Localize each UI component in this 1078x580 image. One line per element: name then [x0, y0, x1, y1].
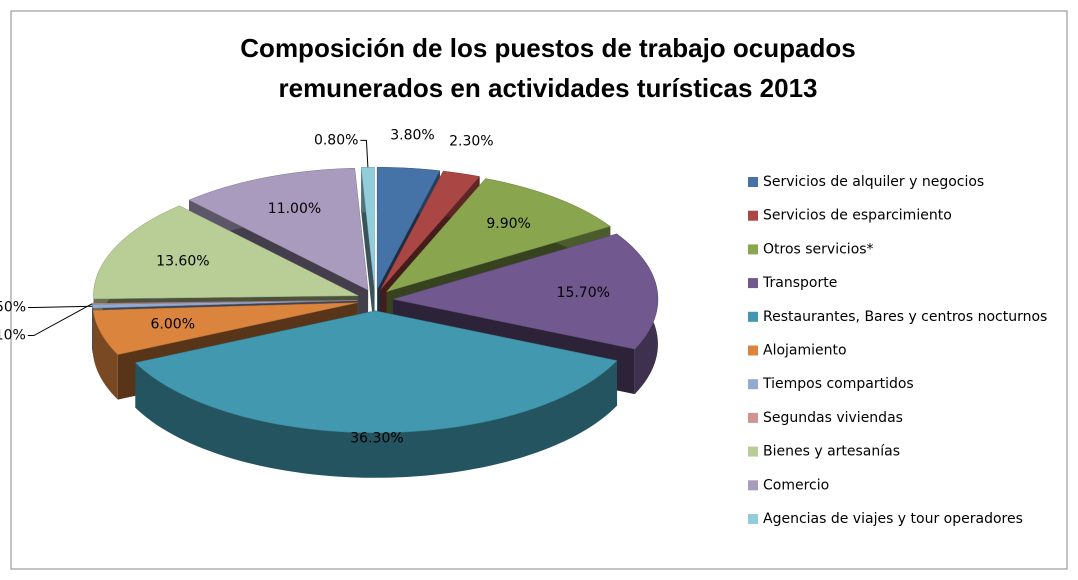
data-label: 0.80% [314, 132, 358, 148]
data-label: 11.00% [268, 201, 321, 217]
slice [134, 310, 618, 434]
slices [91, 166, 659, 434]
legend-label: Servicios de alquiler y negocios [763, 174, 984, 190]
legend-label: Comercio [763, 477, 829, 493]
slice [392, 233, 659, 350]
legend-label: Servicios de esparcimiento [763, 208, 952, 224]
slice [93, 205, 359, 300]
legend-label: Restaurantes, Bares y centros nocturnos [763, 309, 1047, 325]
legend-swatch [748, 278, 758, 289]
legend-swatch [748, 177, 758, 187]
slice [376, 167, 441, 290]
legend-swatch [748, 480, 758, 491]
legend-label: Otros servicios* [763, 241, 874, 257]
data-label: 6.00% [151, 317, 195, 333]
slice [385, 178, 611, 293]
slice [91, 300, 358, 305]
legend-swatch [748, 446, 758, 457]
legend-label: Tiempos compartidos [762, 376, 914, 392]
data-label: 9.90% [486, 216, 530, 232]
data-label: 0.10% [0, 328, 26, 344]
slice [380, 170, 481, 290]
legend-swatch [748, 514, 758, 524]
data-label: 0.50% [0, 300, 26, 316]
leader-line [360, 139, 369, 168]
legend-label: Agencias de viajes y tour operadores [763, 511, 1023, 527]
leader-line [27, 303, 93, 337]
slice-side [135, 360, 618, 478]
legend-label: Bienes y artesanías [763, 444, 900, 460]
data-label: 13.60% [156, 253, 209, 269]
data-label: 3.80% [390, 128, 434, 144]
slice [92, 302, 358, 355]
legend-label: Alojamiento [763, 343, 847, 359]
legend-swatch [748, 311, 758, 322]
legend-swatch [748, 345, 758, 356]
chart-title: remunerados en actividades turísticas 20… [278, 73, 817, 103]
data-label: 2.30% [449, 134, 493, 150]
legend-swatch [748, 379, 758, 390]
slice [188, 167, 369, 291]
data-label: 36.30% [350, 431, 403, 447]
legend-swatch [748, 210, 758, 221]
slice-side [93, 310, 118, 400]
chart-title: Composición de los puestos de trabajo oc… [240, 33, 855, 63]
legend-swatch [748, 412, 758, 423]
legend-swatch [748, 244, 758, 255]
labels: 3.80% 2.30% 9.90% 15.70% 36.30% 6.00% 0.50% 0.1… [0, 128, 610, 447]
legend-label: Segundas viviendas [763, 410, 903, 426]
data-label: 15.70% [557, 285, 610, 301]
legend-label: Transporte [762, 275, 837, 291]
slice [360, 166, 375, 290]
leader-line [28, 305, 93, 309]
